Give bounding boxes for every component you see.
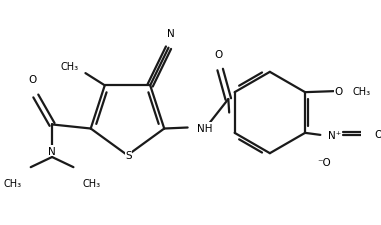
Text: NH: NH <box>197 123 212 133</box>
Text: CH₃: CH₃ <box>3 179 22 189</box>
Text: N⁺: N⁺ <box>328 130 342 140</box>
Text: CH₃: CH₃ <box>60 62 78 72</box>
Text: N: N <box>166 28 174 38</box>
Text: O: O <box>214 50 222 60</box>
Text: N: N <box>48 146 56 156</box>
Text: CH₃: CH₃ <box>83 179 101 189</box>
Text: S: S <box>125 151 132 160</box>
Text: ⁻O: ⁻O <box>317 158 331 167</box>
Text: O: O <box>374 129 381 139</box>
Text: O: O <box>335 87 343 97</box>
Text: CH₃: CH₃ <box>353 87 371 97</box>
Text: O: O <box>29 74 37 84</box>
